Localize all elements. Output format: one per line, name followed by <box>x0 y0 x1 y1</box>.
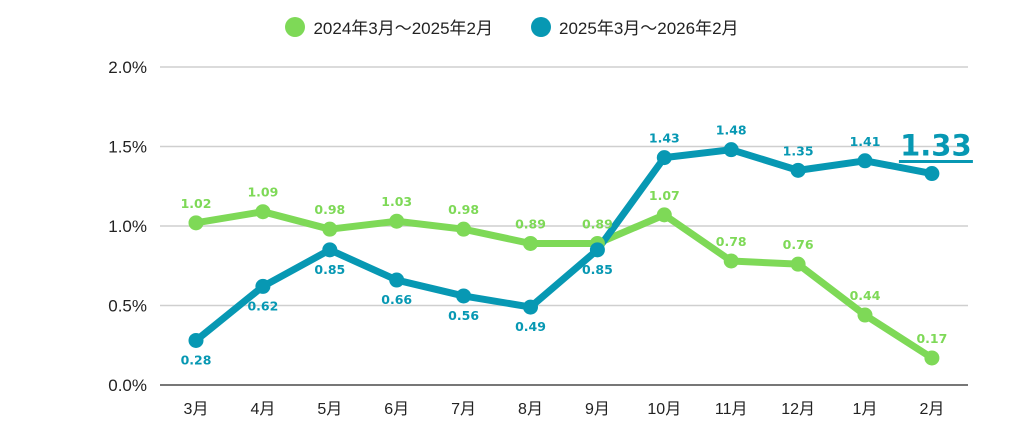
data-point-series-2 <box>723 142 739 158</box>
gridlines <box>160 66 968 386</box>
y-tick-label: 2.0% <box>108 58 147 77</box>
data-label-series-2: 1.43 <box>649 131 680 146</box>
data-point-series-2 <box>790 162 806 178</box>
data-point-series-2 <box>322 242 338 258</box>
data-label-series-2: 0.85 <box>582 262 613 277</box>
data-label-series-1: 1.02 <box>181 196 212 211</box>
data-label-series-2: 1.35 <box>783 143 814 158</box>
data-label-series-1: 1.09 <box>247 185 278 200</box>
data-point-series-1 <box>255 204 271 220</box>
x-tick-label: 7月 <box>451 401 476 418</box>
data-label-series-1: 0.98 <box>314 202 345 217</box>
x-tick-label: 1月 <box>853 401 878 418</box>
legend-swatch-series-2 <box>531 16 551 37</box>
legend-swatch-series-1 <box>285 16 306 37</box>
data-label-series-2: 0.66 <box>381 292 412 307</box>
series-group <box>188 142 940 366</box>
data-point-series-1 <box>656 207 672 223</box>
y-tick-label: 0.0% <box>108 376 147 395</box>
data-label-series-2: 0.85 <box>314 262 345 277</box>
data-point-series-1 <box>857 307 873 323</box>
data-point-series-1 <box>723 253 739 269</box>
data-point-series-1 <box>456 221 472 237</box>
x-tick-label: 4月 <box>250 401 275 418</box>
x-tick-label: 8月 <box>518 401 543 418</box>
y-tick-label: 1.0% <box>108 217 147 236</box>
legend-label-series-1: 2024年3月～2025年2月 <box>313 19 493 38</box>
data-point-series-1 <box>322 221 338 237</box>
y-tick-label: 1.5% <box>108 138 147 157</box>
data-point-series-1 <box>523 235 538 251</box>
x-tick-label: 3月 <box>184 401 209 418</box>
x-tick-label: 11月 <box>715 401 748 418</box>
x-axis: 3月 4月 5月 6月 7月 8月 9月 10月 11月 12月 1月 2月 <box>184 401 945 418</box>
data-point-series-1 <box>389 213 405 229</box>
data-label-series-2: 1.48 <box>716 123 747 138</box>
y-tick-label: 0.5% <box>108 297 147 316</box>
series-line-2 <box>192 146 936 344</box>
y-axis: 0.0% 0.5% 1.0% 1.5% 2.0% <box>108 58 147 395</box>
data-label-series-2: 1.41 <box>850 134 881 149</box>
x-tick-label: 5月 <box>317 401 342 418</box>
data-label-series-1: 0.89 <box>582 216 613 231</box>
legend-label-series-2: 2025年3月～2026年2月 <box>559 19 739 38</box>
data-labels: 1.02 1.09 0.98 1.03 0.98 0.89 0.89 1.07 0.78 0.76… <box>181 123 973 367</box>
data-point-series-2 <box>255 278 271 294</box>
data-label-series-2: 0.62 <box>247 298 278 313</box>
data-point-series-2 <box>188 332 204 348</box>
data-label-series-2: 0.56 <box>448 308 479 323</box>
series-line-1 <box>192 208 936 362</box>
data-label-series-1: 0.44 <box>850 288 881 303</box>
data-label-series-2: 0.49 <box>515 319 546 334</box>
data-label-series-1: 1.07 <box>649 188 680 203</box>
data-label-series-1: 1.03 <box>381 194 412 209</box>
data-point-series-2 <box>857 153 873 169</box>
data-point-series-2 <box>389 272 405 288</box>
data-label-series-1: 0.89 <box>515 216 546 231</box>
data-point-series-2 <box>589 242 605 258</box>
data-label-series-1: 0.17 <box>916 331 947 346</box>
x-tick-label: 12月 <box>781 401 815 418</box>
x-tick-label: 2月 <box>919 401 944 418</box>
data-point-series-1 <box>924 350 940 366</box>
x-tick-label: 10月 <box>647 401 681 418</box>
data-point-series-2 <box>656 150 672 166</box>
data-label-series-2: 0.28 <box>181 352 212 367</box>
legend-item-series-2[interactable]: 2025年3月～2026年2月 <box>531 14 739 39</box>
data-point-series-1 <box>188 215 204 231</box>
chart-legend: 2024年3月～2025年2月 2025年3月～2026年2月 <box>0 14 1024 39</box>
data-point-series-2 <box>456 288 472 304</box>
data-point-series-1 <box>790 256 806 272</box>
data-label-series-1: 0.98 <box>448 202 479 217</box>
legend-item-series-1[interactable]: 2024年3月～2025年2月 <box>285 14 493 39</box>
highlight-value-label: 1.33 <box>900 129 972 163</box>
data-point-series-2 <box>924 166 940 182</box>
x-tick-label: 6月 <box>384 401 409 418</box>
x-tick-label: 9月 <box>585 401 610 418</box>
data-label-series-1: 0.76 <box>783 237 814 252</box>
data-point-series-2 <box>523 299 538 315</box>
data-label-series-1: 0.78 <box>716 234 747 249</box>
